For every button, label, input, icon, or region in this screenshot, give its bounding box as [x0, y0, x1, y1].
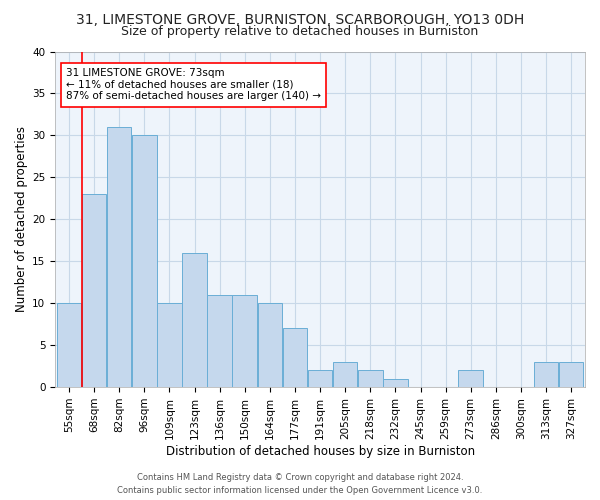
Bar	[358, 370, 383, 387]
Bar	[232, 295, 257, 387]
Bar	[257, 303, 282, 387]
Bar	[107, 127, 131, 387]
X-axis label: Distribution of detached houses by size in Burniston: Distribution of detached houses by size …	[166, 444, 475, 458]
Text: Size of property relative to detached houses in Burniston: Size of property relative to detached ho…	[121, 25, 479, 38]
Bar	[82, 194, 106, 387]
Bar	[132, 136, 157, 387]
Y-axis label: Number of detached properties: Number of detached properties	[15, 126, 28, 312]
Bar	[333, 362, 358, 387]
Bar	[182, 253, 207, 387]
Bar	[559, 362, 583, 387]
Bar	[534, 362, 559, 387]
Text: Contains HM Land Registry data © Crown copyright and database right 2024.
Contai: Contains HM Land Registry data © Crown c…	[118, 474, 482, 495]
Bar	[283, 328, 307, 387]
Bar	[208, 295, 232, 387]
Bar	[157, 303, 182, 387]
Bar	[308, 370, 332, 387]
Bar	[458, 370, 483, 387]
Text: 31 LIMESTONE GROVE: 73sqm
← 11% of detached houses are smaller (18)
87% of semi-: 31 LIMESTONE GROVE: 73sqm ← 11% of detac…	[66, 68, 321, 102]
Bar	[56, 303, 81, 387]
Bar	[383, 378, 408, 387]
Text: 31, LIMESTONE GROVE, BURNISTON, SCARBOROUGH, YO13 0DH: 31, LIMESTONE GROVE, BURNISTON, SCARBORO…	[76, 12, 524, 26]
